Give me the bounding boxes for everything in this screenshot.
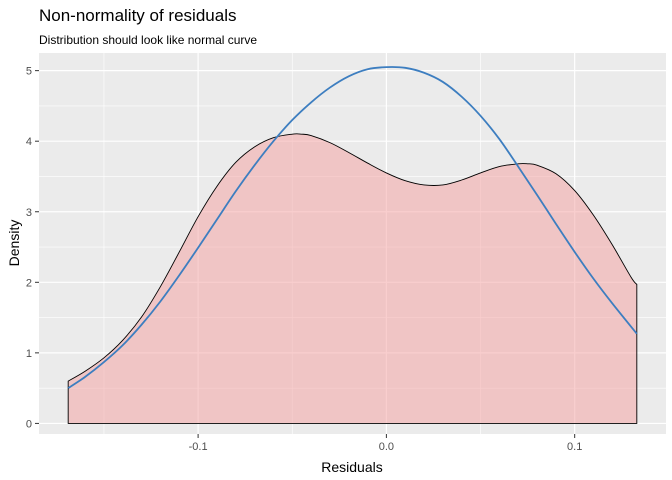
y-tick-label: 0 xyxy=(26,418,32,430)
x-tick-label: 0.1 xyxy=(567,441,582,453)
y-tick-label: 2 xyxy=(26,277,32,289)
normal-curve-line xyxy=(67,66,638,389)
x-tick-label: 0.0 xyxy=(379,441,394,453)
y-tick-label: 3 xyxy=(26,207,32,219)
x-tick-label: -0.1 xyxy=(189,441,208,453)
y-axis-title: Density xyxy=(6,220,22,267)
chart-subtitle: Distribution should look like normal cur… xyxy=(39,33,258,47)
axis-ticks xyxy=(35,70,576,438)
x-tick-labels: -0.1 0.0 0.1 xyxy=(189,441,583,453)
chart-title: Non-normality of residuals xyxy=(39,6,237,25)
chart-marks xyxy=(67,66,638,424)
y-tick-labels: 0 1 2 3 4 5 xyxy=(26,66,32,431)
y-tick-label: 1 xyxy=(26,348,32,360)
y-tick-label: 5 xyxy=(26,66,32,78)
density-area xyxy=(67,133,638,424)
y-tick-label: 4 xyxy=(26,136,32,148)
x-axis-title: Residuals xyxy=(321,459,382,475)
